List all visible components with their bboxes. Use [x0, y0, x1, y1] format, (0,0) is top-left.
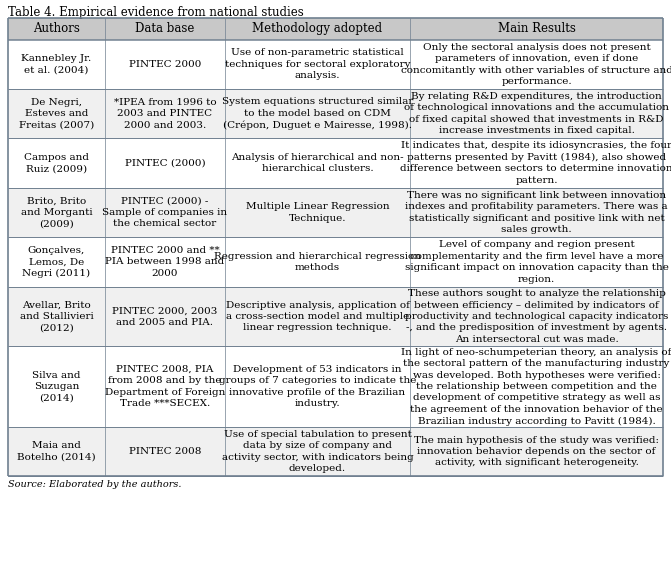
Text: PINTEC (2000) -
Sample of companies in
the chemical sector: PINTEC (2000) - Sample of companies in t…: [102, 196, 227, 229]
Text: Maia and
Botelho (2014): Maia and Botelho (2014): [17, 441, 96, 462]
Text: Use of non-parametric statistical
techniques for sectoral exploratory
analysis.: Use of non-parametric statistical techni…: [225, 48, 410, 80]
Bar: [8, 237, 663, 287]
Text: Authors: Authors: [33, 22, 80, 35]
Text: There was no significant link between innovation
indexes and profitability param: There was no significant link between in…: [405, 191, 668, 234]
Bar: [8, 138, 663, 188]
Text: Table 4. Empirical evidence from national studies: Table 4. Empirical evidence from nationa…: [8, 6, 304, 19]
Text: Campos and
Ruiz (2009): Campos and Ruiz (2009): [24, 153, 89, 173]
Text: Main Results: Main Results: [498, 22, 576, 35]
Bar: [8, 188, 663, 237]
Bar: [8, 89, 663, 138]
Bar: [8, 18, 663, 40]
Text: Regression and hierarchical regression
methods: Regression and hierarchical regression m…: [214, 252, 421, 272]
Text: Data base: Data base: [135, 22, 195, 35]
Text: System equations structured similar
to the model based on CDM
(Crépon, Duguet e : System equations structured similar to t…: [222, 97, 413, 130]
Text: Use of special tabulation to present
data by size of company and
activity sector: Use of special tabulation to present dat…: [221, 430, 413, 473]
Text: Multiple Linear Regression
Technique.: Multiple Linear Regression Technique.: [246, 202, 389, 223]
Text: PINTEC 2000: PINTEC 2000: [129, 60, 201, 69]
Text: It indicates that, despite its idiosyncrasies, the four
patterns presented by Pa: It indicates that, despite its idiosyncr…: [401, 141, 671, 185]
Text: PINTEC (2000): PINTEC (2000): [125, 158, 205, 168]
Text: By relating R&D expenditures, the introduction
of technological innovations and : By relating R&D expenditures, the introd…: [404, 92, 669, 135]
Text: Only the sectoral analysis does not present
parameters of innovation, even if do: Only the sectoral analysis does not pres…: [401, 43, 671, 86]
Text: PINTEC 2008: PINTEC 2008: [129, 447, 201, 456]
Text: *IPEA from 1996 to
2003 and PINTEC
2000 and 2003.: *IPEA from 1996 to 2003 and PINTEC 2000 …: [113, 98, 216, 130]
Bar: [8, 427, 663, 476]
Text: Silva and
Suzugan
(2014): Silva and Suzugan (2014): [32, 370, 81, 403]
Text: De Negri,
Esteves and
Freitas (2007): De Negri, Esteves and Freitas (2007): [19, 98, 94, 130]
Text: Gonçalves,
Lemos, De
Negri (2011): Gonçalves, Lemos, De Negri (2011): [22, 246, 91, 278]
Text: Development of 53 indicators in
groups of 7 categories to indicate the
innovativ: Development of 53 indicators in groups o…: [219, 365, 416, 408]
Text: PINTEC 2008, PIA
from 2008 and by the
Department of Foreign
Trade ***SECEX.: PINTEC 2008, PIA from 2008 and by the De…: [105, 365, 225, 408]
Text: Analysis of hierarchical and non-
hierarchical clusters.: Analysis of hierarchical and non- hierar…: [231, 153, 404, 173]
Text: Methodology adopted: Methodology adopted: [252, 22, 382, 35]
Text: In light of neo-schumpeterian theory, an analysis of
the sectoral pattern of the: In light of neo-schumpeterian theory, an…: [401, 348, 671, 426]
Text: Kannebley Jr.
et al. (2004): Kannebley Jr. et al. (2004): [21, 54, 92, 74]
Text: PINTEC 2000 and **
PIA between 1998 and
2000: PINTEC 2000 and ** PIA between 1998 and …: [105, 246, 225, 278]
Text: Descriptive analysis, application of
a cross-section model and multiple
linear r: Descriptive analysis, application of a c…: [225, 301, 409, 332]
Text: Source: Elaborated by the authors.: Source: Elaborated by the authors.: [8, 480, 181, 489]
Bar: [8, 287, 663, 346]
Text: These authors sought to analyze the relationship
between efficiency – delimited : These authors sought to analyze the rela…: [405, 289, 668, 344]
Bar: [8, 346, 663, 427]
Text: The main hypothesis of the study was verified:
innovation behavior depends on th: The main hypothesis of the study was ver…: [414, 435, 659, 468]
Text: Level of company and region present
complementarity and the firm level have a mo: Level of company and region present comp…: [405, 240, 668, 283]
Text: PINTEC 2000, 2003
and 2005 and PIA.: PINTEC 2000, 2003 and 2005 and PIA.: [112, 306, 217, 327]
Bar: [8, 40, 663, 89]
Text: Avellar, Brito
and Stallivieri
(2012): Avellar, Brito and Stallivieri (2012): [19, 301, 93, 332]
Text: Brito, Brito
and Morganti
(2009): Brito, Brito and Morganti (2009): [21, 196, 93, 229]
